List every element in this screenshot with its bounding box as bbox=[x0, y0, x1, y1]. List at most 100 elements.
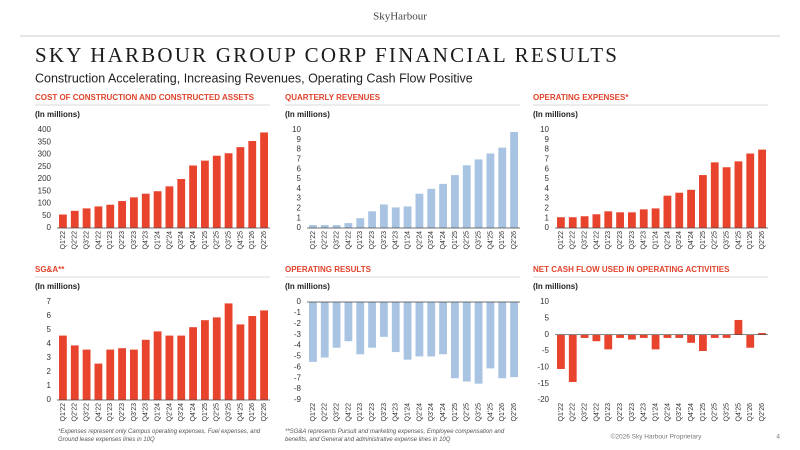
y-tick-label: 2 bbox=[545, 204, 550, 213]
y-tick-label: -8 bbox=[294, 384, 302, 393]
x-tick-label: Q1'25 bbox=[700, 403, 707, 422]
y-axis-label: (In millions) bbox=[533, 110, 578, 119]
bar bbox=[320, 302, 329, 358]
x-tick-label: Q3'25 bbox=[225, 403, 232, 422]
x-tick-label: Q2'23 bbox=[369, 403, 376, 422]
y-tick-label: -5 bbox=[542, 346, 550, 355]
bar bbox=[734, 161, 743, 228]
x-tick-label: Q4'25 bbox=[735, 403, 742, 422]
y-tick-label: -7 bbox=[294, 373, 302, 382]
y-tick-label: 3 bbox=[47, 353, 52, 362]
bar bbox=[332, 225, 341, 228]
bar bbox=[510, 131, 518, 228]
bar bbox=[356, 302, 365, 355]
bar bbox=[628, 334, 636, 340]
x-tick-label: Q1'26 bbox=[747, 403, 754, 422]
y-tick-label: 0 bbox=[47, 223, 52, 232]
y-tick-label: 0 bbox=[47, 395, 52, 404]
x-tick-label: Q3'25 bbox=[723, 231, 730, 250]
bar bbox=[59, 214, 67, 228]
bar bbox=[70, 345, 79, 400]
y-tick-label: 7 bbox=[545, 155, 550, 164]
bar bbox=[604, 211, 613, 228]
x-tick-label: Q1'22 bbox=[310, 231, 317, 250]
x-tick-label: Q1'23 bbox=[107, 231, 114, 250]
y-tick-label: 2 bbox=[47, 367, 52, 376]
x-tick-label: Q3'24 bbox=[428, 231, 435, 250]
bar bbox=[663, 195, 672, 228]
y-tick-label: -4 bbox=[294, 341, 302, 350]
bar bbox=[309, 225, 317, 228]
bar bbox=[141, 339, 150, 400]
x-tick-label: Q2'26 bbox=[759, 403, 766, 422]
x-tick-label: Q2'26 bbox=[261, 403, 268, 422]
bar bbox=[675, 334, 684, 338]
bar bbox=[153, 191, 162, 228]
x-tick-label: Q2'24 bbox=[416, 403, 423, 422]
x-tick-label: Q3'24 bbox=[428, 403, 435, 422]
y-tick-label: 6 bbox=[545, 164, 550, 173]
x-tick-label: Q2'25 bbox=[712, 403, 719, 422]
bar bbox=[486, 302, 495, 369]
x-tick-label: Q1'25 bbox=[202, 231, 209, 250]
x-tick-label: Q2'23 bbox=[119, 403, 126, 422]
y-tick-label: 8 bbox=[297, 145, 302, 154]
x-tick-label: Q1'24 bbox=[652, 403, 659, 422]
y-axis-label: (In millions) bbox=[533, 282, 578, 291]
y-tick-label: -6 bbox=[294, 362, 302, 371]
x-tick-label: Q3'23 bbox=[629, 403, 636, 422]
y-tick-label: 6 bbox=[47, 311, 52, 320]
y-tick-label: 3 bbox=[297, 194, 302, 203]
x-tick-label: Q1'23 bbox=[107, 403, 114, 422]
x-tick-label: Q2'24 bbox=[664, 231, 671, 250]
x-tick-label: Q4'24 bbox=[688, 231, 695, 250]
y-tick-label: 0 bbox=[297, 223, 302, 232]
y-tick-label: -3 bbox=[294, 330, 302, 339]
bar bbox=[687, 334, 695, 343]
x-tick-label: Q2'23 bbox=[369, 231, 376, 250]
bar bbox=[368, 302, 376, 348]
bar bbox=[722, 167, 731, 228]
x-tick-label: Q1'23 bbox=[605, 403, 612, 422]
x-tick-label: Q2'22 bbox=[72, 231, 79, 250]
bar bbox=[380, 302, 388, 337]
x-tick-label: Q4'24 bbox=[440, 231, 447, 250]
bar bbox=[118, 201, 126, 228]
bar bbox=[94, 363, 103, 400]
bar bbox=[722, 334, 731, 338]
y-tick-label: 9 bbox=[297, 135, 302, 144]
x-tick-label: Q2'26 bbox=[261, 231, 268, 250]
bar bbox=[746, 153, 755, 228]
x-tick-label: Q3'23 bbox=[131, 231, 138, 250]
bar bbox=[70, 210, 79, 228]
panel-title: COST OF CONSTRUCTION AND CONSTRUCTED ASS… bbox=[35, 93, 255, 102]
y-tick-label: 0 bbox=[297, 297, 302, 306]
panel-title: SG&A** bbox=[35, 265, 65, 274]
bar bbox=[153, 331, 162, 400]
x-tick-label: Q4'23 bbox=[393, 403, 400, 422]
x-tick-label: Q1'23 bbox=[605, 231, 612, 250]
x-tick-label: Q4'22 bbox=[95, 231, 102, 250]
x-tick-label: Q2'23 bbox=[617, 231, 624, 250]
x-tick-label: Q1'24 bbox=[154, 231, 161, 250]
bar bbox=[758, 149, 766, 228]
bar bbox=[568, 217, 577, 228]
bar bbox=[462, 165, 471, 228]
x-tick-label: Q1'22 bbox=[60, 403, 67, 422]
x-tick-label: Q1'24 bbox=[404, 231, 411, 250]
y-tick-label: 1 bbox=[545, 213, 550, 222]
bar bbox=[165, 186, 174, 228]
bar bbox=[403, 206, 412, 228]
x-tick-label: Q4'25 bbox=[735, 231, 742, 250]
bar bbox=[451, 302, 459, 379]
y-tick-label: -1 bbox=[294, 308, 302, 317]
x-tick-label: Q2'25 bbox=[214, 403, 221, 422]
bar bbox=[439, 183, 447, 228]
bar bbox=[320, 225, 329, 228]
y-tick-label: -20 bbox=[537, 395, 549, 404]
bar bbox=[248, 316, 257, 400]
bar bbox=[344, 223, 353, 228]
x-tick-label: Q2'24 bbox=[416, 231, 423, 250]
